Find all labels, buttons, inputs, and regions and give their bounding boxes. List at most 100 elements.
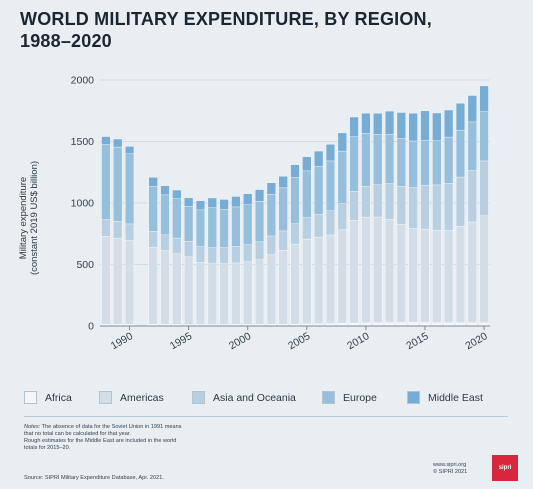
bar-1995-europe bbox=[184, 206, 194, 242]
bar-2006-europe bbox=[314, 166, 324, 215]
bar-2001-europe bbox=[254, 201, 265, 243]
bar-1999-americas bbox=[231, 262, 241, 325]
bar-2014-asia-and-oceania bbox=[408, 187, 418, 229]
bar-2018-americas bbox=[455, 226, 466, 323]
bar-2017-asia-and-oceania bbox=[444, 183, 454, 231]
x-tick-label-1995: 1995 bbox=[168, 330, 194, 352]
legend-label-asia-oceania: Asia and Oceania bbox=[213, 391, 296, 404]
bar-2008-americas bbox=[337, 229, 347, 324]
bar-2010-europe bbox=[361, 133, 371, 187]
chart-title-line-2: 1988–2020 bbox=[20, 31, 112, 51]
bar-2020-americas bbox=[479, 215, 489, 323]
legend-swatch-middle-east bbox=[407, 391, 420, 404]
bar-2017-americas bbox=[444, 230, 454, 323]
bar-2002-asia-and-oceania bbox=[266, 235, 276, 255]
bar-2011-asia-and-oceania bbox=[373, 184, 383, 218]
bar-2003-asia-and-oceania bbox=[278, 230, 288, 251]
bar-1996-europe bbox=[195, 209, 206, 247]
bar-1998-middle-east bbox=[219, 199, 229, 210]
bar-2016-americas bbox=[432, 230, 442, 323]
legend-swatch-europe bbox=[322, 391, 335, 404]
bar-2019-middle-east bbox=[467, 95, 477, 123]
bar-1996-middle-east bbox=[195, 200, 206, 211]
bar-2011-europe bbox=[373, 134, 383, 185]
y-tick-label-1500: 1500 bbox=[71, 136, 95, 148]
bar-2019-europe bbox=[467, 121, 477, 171]
legend-item-africa: Africa bbox=[24, 391, 72, 404]
bar-2006-middle-east bbox=[314, 150, 324, 167]
bar-2014-middle-east bbox=[408, 113, 418, 142]
bar-2015-americas bbox=[420, 228, 430, 323]
bar-2018-europe bbox=[455, 130, 466, 178]
bar-2013-americas bbox=[396, 223, 406, 323]
y-axis-label-line-2: (constant 2019 US$ billion) bbox=[29, 160, 40, 276]
chart-title-line-1: WORLD MILITARY EXPENDITURE, BY REGION, bbox=[20, 9, 432, 29]
bar-2020-middle-east bbox=[479, 85, 489, 112]
bar-2020-europe bbox=[479, 111, 489, 162]
source-note: Source: SIPRI Military Expenditure Datab… bbox=[24, 475, 164, 481]
bar-1994-asia-and-oceania bbox=[172, 237, 182, 254]
bar-2003-middle-east bbox=[278, 176, 288, 189]
bar-1993-asia-and-oceania bbox=[160, 234, 170, 251]
bar-1995-middle-east bbox=[184, 197, 194, 207]
bar-2013-asia-and-oceania bbox=[396, 186, 406, 225]
bar-2018-asia-and-oceania bbox=[455, 176, 466, 227]
bar-2000-asia-and-oceania bbox=[243, 244, 253, 262]
y-tick-label-1000: 1000 bbox=[71, 198, 95, 210]
bar-1994-americas bbox=[172, 253, 182, 325]
legend-swatch-asia-oceania bbox=[192, 391, 205, 404]
bar-1996-americas bbox=[195, 262, 206, 325]
bar-1990-asia-and-oceania bbox=[124, 223, 135, 241]
bar-2016-europe bbox=[432, 140, 442, 186]
legend-label-europe: Europe bbox=[343, 391, 377, 404]
bar-1998-europe bbox=[219, 209, 229, 248]
bar-2018-middle-east bbox=[455, 103, 466, 131]
bar-2010-asia-and-oceania bbox=[361, 186, 371, 218]
bar-1989-americas bbox=[113, 237, 123, 325]
bar-2002-middle-east bbox=[266, 182, 276, 195]
bar-2016-asia-and-oceania bbox=[432, 184, 442, 231]
bar-2001-americas bbox=[254, 259, 265, 325]
bar-2010-middle-east bbox=[361, 113, 371, 134]
bar-2004-asia-and-oceania bbox=[290, 223, 300, 245]
copyright-text: © SIPRI 2021 bbox=[433, 469, 468, 475]
bar-1994-europe bbox=[172, 198, 182, 239]
bar-2015-africa bbox=[420, 322, 430, 327]
bar-2017-europe bbox=[444, 136, 454, 184]
footer-divider bbox=[24, 416, 508, 417]
bar-2014-europe bbox=[408, 140, 418, 188]
bar-1997-asia-and-oceania bbox=[207, 247, 217, 264]
bar-2005-middle-east bbox=[302, 156, 312, 172]
bar-2006-asia-and-oceania bbox=[314, 214, 324, 238]
bar-1992-europe bbox=[148, 186, 158, 232]
bar-2004-europe bbox=[290, 177, 300, 224]
bar-2008-europe bbox=[337, 150, 347, 204]
bar-2009-europe bbox=[349, 136, 359, 192]
bar-1990-europe bbox=[124, 153, 135, 225]
bar-2007-middle-east bbox=[325, 144, 336, 162]
bar-1997-middle-east bbox=[207, 197, 217, 208]
legend-swatch-africa bbox=[24, 391, 37, 404]
bar-2013-middle-east bbox=[396, 112, 406, 139]
x-tick-label-2015: 2015 bbox=[404, 330, 430, 352]
bar-1997-europe bbox=[207, 207, 217, 248]
bar-2009-americas bbox=[349, 220, 359, 324]
bar-2015-asia-and-oceania bbox=[420, 185, 430, 230]
x-tick-label-2020: 2020 bbox=[463, 330, 489, 352]
bar-2005-asia-and-oceania bbox=[302, 217, 312, 240]
legend-label-middle-east: Middle East bbox=[428, 391, 483, 404]
legend-item-middle-east: Middle East bbox=[407, 391, 483, 404]
bar-2002-europe bbox=[266, 193, 276, 237]
chart-notes: Notes: The absence of data for the Sovie… bbox=[24, 424, 249, 452]
legend-swatch-americas bbox=[99, 391, 112, 404]
bar-2008-asia-and-oceania bbox=[337, 203, 347, 230]
notes-line-1-text: The absence of data for the Soviet Union… bbox=[40, 424, 182, 430]
bar-2013-europe bbox=[396, 138, 406, 187]
bar-2014-africa bbox=[408, 322, 418, 327]
legend: Africa Americas Asia and Oceania Europe … bbox=[24, 391, 504, 411]
bar-2007-asia-and-oceania bbox=[325, 210, 336, 236]
bar-2015-middle-east bbox=[420, 110, 430, 141]
website-link[interactable]: www.sipri.org bbox=[433, 462, 467, 468]
y-tick-label-2000: 2000 bbox=[71, 75, 95, 87]
